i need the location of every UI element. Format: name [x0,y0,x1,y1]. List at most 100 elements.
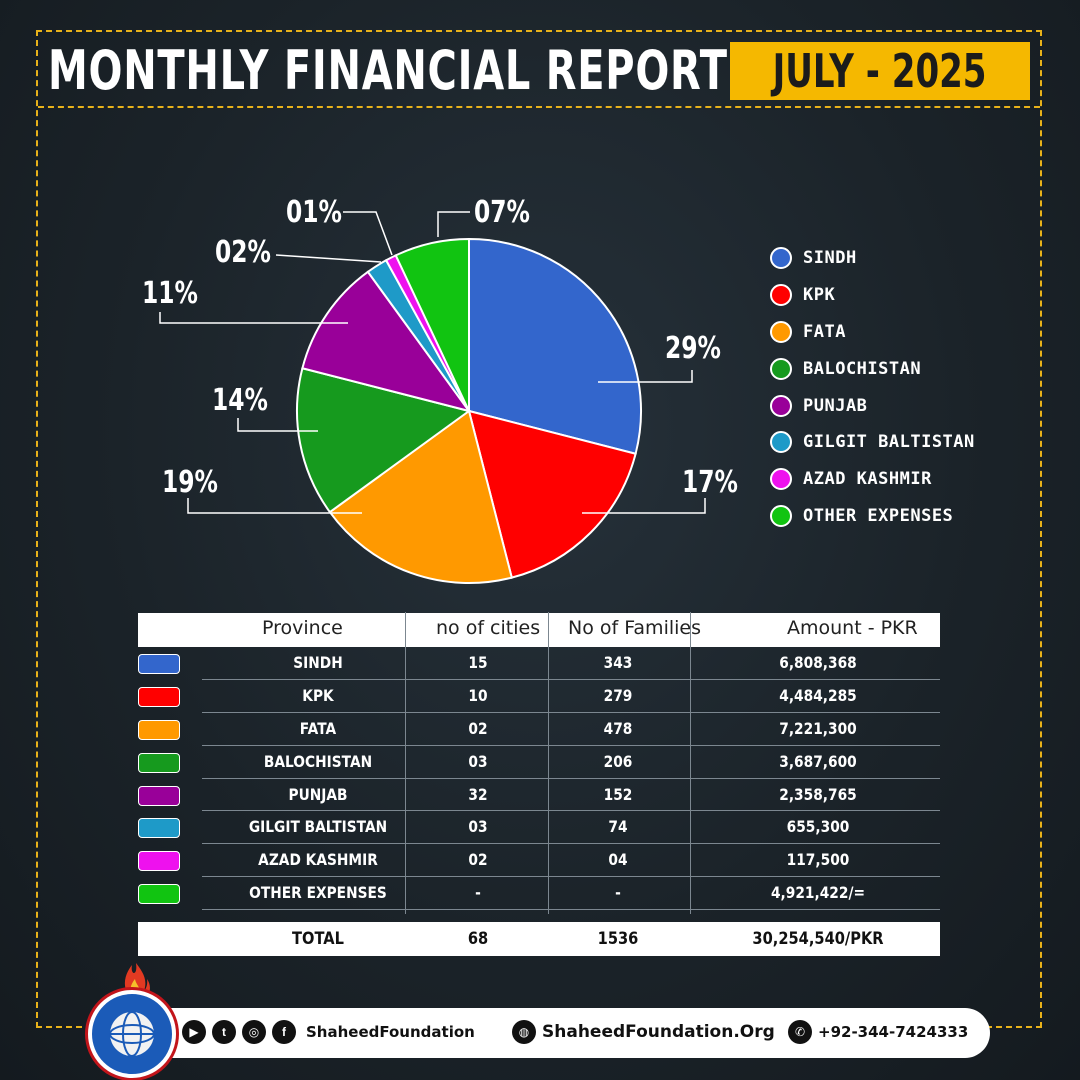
total-cities: 68 [467,929,489,949]
row-color-swatch [138,654,180,674]
twitter-icon[interactable]: t [212,1020,236,1044]
cell-families: 279 [603,685,633,705]
table-row: GILGIT BALTISTAN 03 74 655,300 [138,811,940,845]
pie-chart: 29% 17% 19% 14% 11% 02% 01% 07% [142,211,706,584]
chart-legend: SINDH KPK FATA BALOCHISTAN PUNJAB GILGIT BALT… [770,240,975,534]
pie-slice-kpk [467,409,637,579]
cell-families: 04 [608,850,628,870]
row-color-swatch [138,818,180,839]
table-row: KPK 10 279 4,484,285 [138,680,940,713]
cell-cities: - [475,883,481,903]
leader-line [275,254,382,263]
cell-province: PUNJAB [288,784,348,804]
row-color-swatch [138,851,180,872]
globe-emblem-icon [109,1011,155,1057]
cell-cities: 03 [468,817,488,837]
cell-amount: 3,687,600 [779,751,857,771]
table-row: SINDH 15 343 6,808,368 [138,647,940,680]
pie-slice-fata [328,409,513,584]
row-divider [202,843,940,845]
legend-item: AZAD KASHMIR [770,461,975,498]
legend-label: BALOCHISTAN [803,358,922,379]
social-links: ▶ t ◎ f ShaheedFoundation [182,1020,475,1044]
total-families: 1536 [597,929,639,949]
cell-province: KPK [302,685,334,705]
phone-contact: ✆ +92-344-7424333 [788,1020,968,1044]
pie-slice-balochistan [296,367,472,514]
legend-label: SINDH [803,248,857,269]
cell-amount: 4,484,285 [779,685,857,705]
leader-line [437,211,470,237]
header-families: No of Families [568,617,701,639]
column-divider [690,612,691,914]
legend-item: SINDH [770,240,975,277]
legend-item: FATA [770,314,975,351]
data-label: 11% [142,276,198,311]
header-cities: no of cities [436,617,541,639]
table-row: AZAD KASHMIR 02 04 117,500 [138,844,940,878]
cell-amount: 7,221,300 [779,718,857,738]
cell-cities: 02 [468,850,488,870]
leader-line [343,211,393,256]
legend-label: GILGIT BALTISTAN [803,432,975,453]
row-divider [202,876,940,878]
row-divider [202,777,940,779]
pie-slice-punjab [301,270,472,413]
leader-line [237,418,318,432]
legend-label: FATA [803,321,846,342]
cell-families: 152 [603,784,633,804]
cell-cities: 15 [468,653,488,672]
phone-text[interactable]: +92-344-7424333 [818,1023,969,1041]
row-divider [202,810,940,812]
cell-province: FATA [299,718,337,738]
legend-swatch [770,431,792,454]
cell-cities: 03 [468,751,488,771]
table-row: OTHER EXPENSES - - 4,921,422/= [138,877,940,911]
legend-item: KPK [770,277,975,314]
header-province: Province [262,617,343,639]
cell-amount: 117,500 [786,850,850,870]
table-row: BALOCHISTAN 03 206 3,687,600 [138,746,940,779]
table-body: SINDH 15 343 6,808,368 KPK 10 279 4,484,285 FATA… [138,647,940,911]
month-badge: JULY - 2025 [730,42,1030,100]
total-label: TOTAL [292,929,344,949]
legend-label: KPK [803,285,836,306]
data-label: 19% [162,465,218,500]
row-divider [202,909,940,911]
cell-families: 343 [603,653,633,672]
column-divider [405,612,406,914]
instagram-icon[interactable]: ◎ [242,1020,266,1044]
youtube-icon[interactable]: ▶ [182,1020,206,1044]
row-color-swatch [138,719,180,740]
cell-province: BALOCHISTAN [263,751,373,771]
cell-families: 478 [603,718,633,738]
facebook-icon[interactable]: f [272,1020,296,1044]
leader-line [187,498,362,514]
table-row: PUNJAB 32 152 2,358,765 [138,779,940,812]
data-label: 14% [212,383,268,418]
leader-line [582,498,706,514]
legend-item: BALOCHISTAN [770,350,975,387]
website-text[interactable]: ShaheedFoundation.Org [542,1022,775,1042]
row-divider [202,678,940,680]
legend-swatch [770,394,792,417]
cell-amount: 2,358,765 [779,784,857,804]
row-color-swatch [138,785,180,806]
globe-icon: ◍ [512,1020,536,1044]
cell-province: SINDH [293,653,343,672]
social-handle[interactable]: ShaheedFoundation [306,1023,475,1041]
total-row: TOTAL 68 1536 30,254,540/PKR [138,922,940,956]
cell-families: - [615,883,621,903]
leader-line [159,312,348,324]
cell-cities: 02 [468,718,488,738]
legend-swatch [770,504,792,527]
legend-label: AZAD KASHMIR [803,469,932,490]
legend-label: PUNJAB [803,395,868,416]
legend-swatch [770,247,792,270]
row-color-swatch [138,884,180,905]
legend-swatch [770,320,792,343]
cell-province: AZAD KASHMIR [258,850,378,870]
legend-item: GILGIT BALTISTAN [770,424,975,461]
phone-icon: ✆ [788,1020,812,1044]
cell-amount: 655,300 [786,817,850,837]
